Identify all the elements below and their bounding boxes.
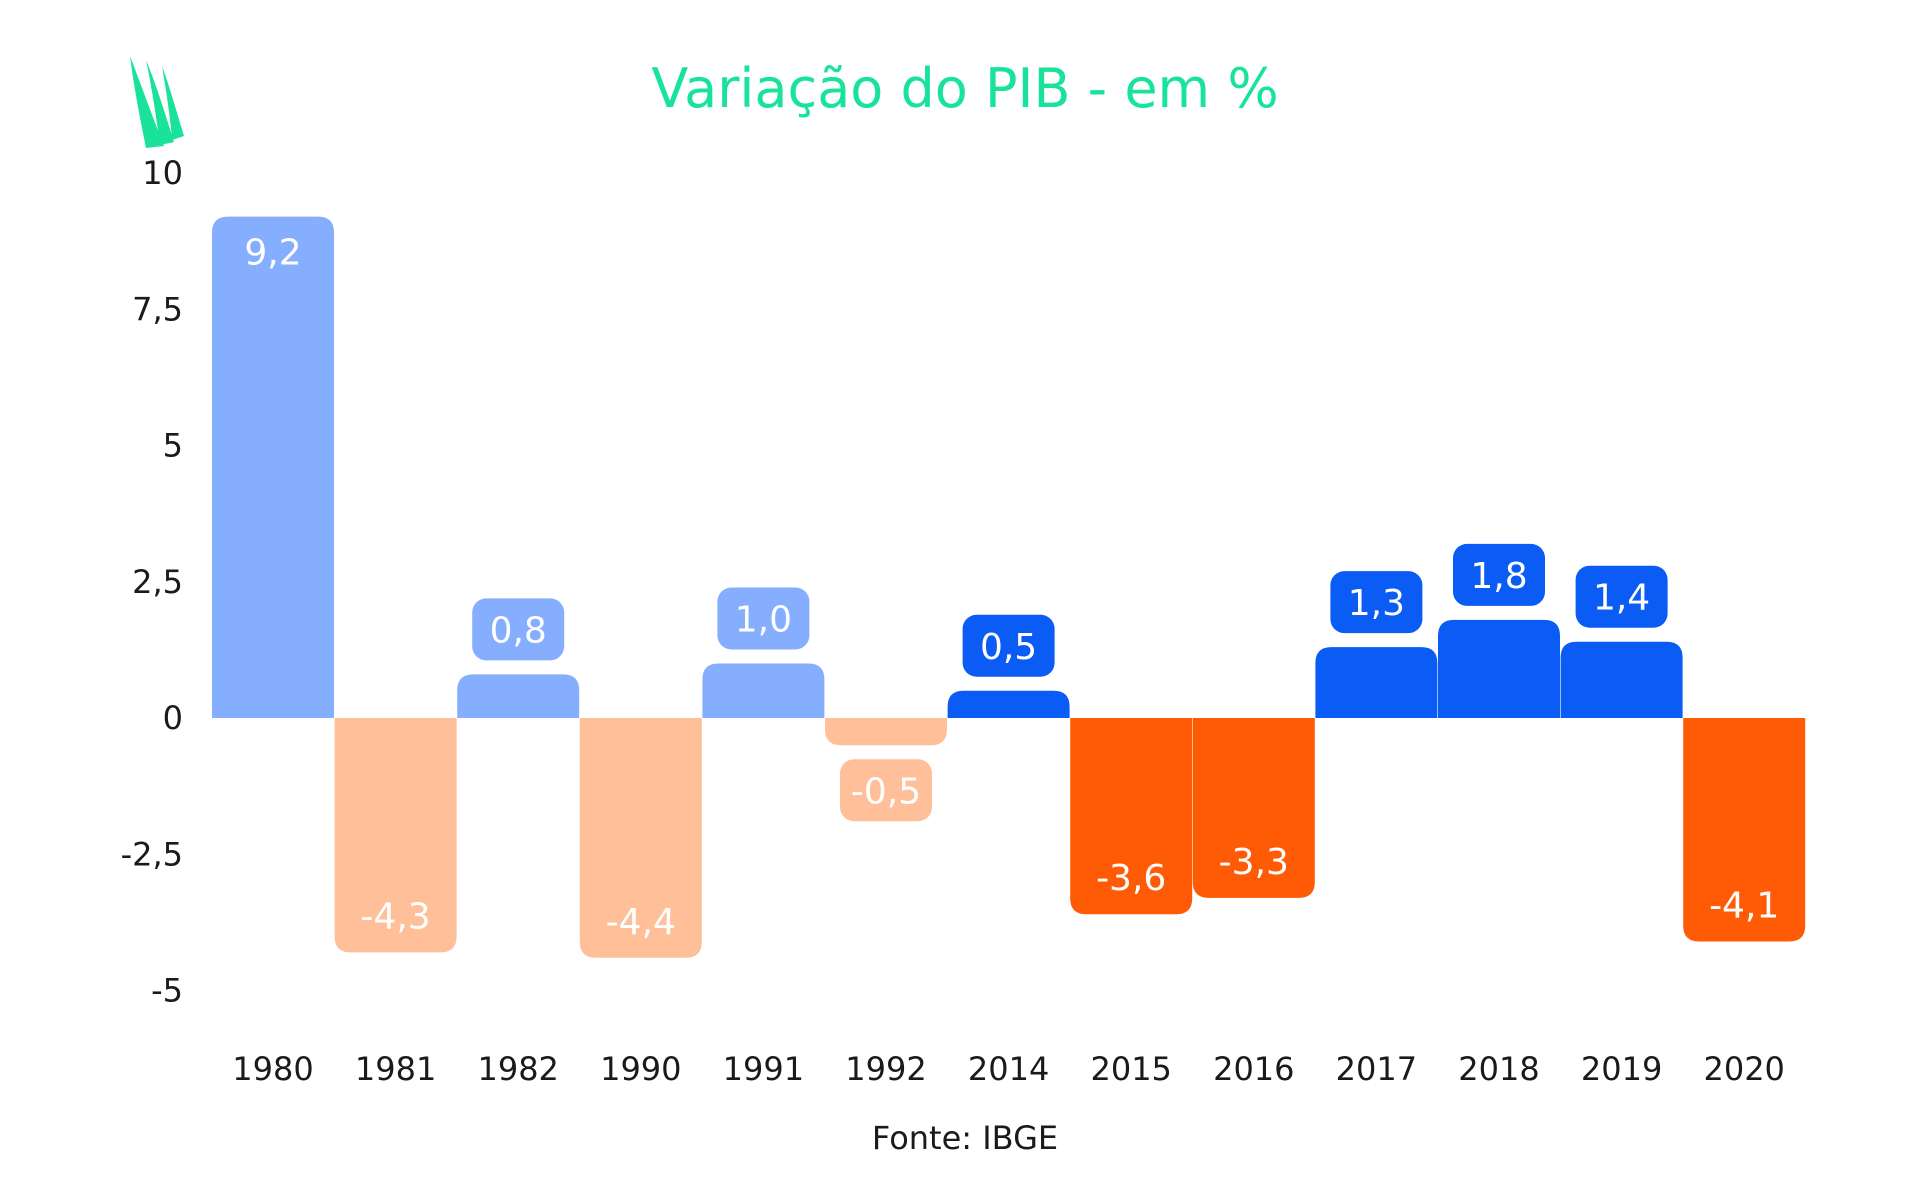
bar-2015 [1070,718,1193,915]
y-tick-label: 0 [163,699,183,737]
y-tick-label: -2,5 [121,835,183,873]
data-label-badge [962,614,1055,677]
y-axis: 10 7,5 5 2,5 0 -2,5 -5 [121,154,183,1010]
y-tick-label: 7,5 [132,290,183,328]
x-tick-label: 2015 [1090,1050,1171,1088]
x-tick-label: 1982 [477,1050,558,1088]
bars [212,216,1806,958]
data-label: -4,4 [606,902,676,943]
data-label-badge [840,759,932,822]
data-label: 1,8 [1470,556,1527,597]
bar-1992 [825,718,947,746]
bar-2016 [1192,718,1315,898]
bar-1980 [212,216,334,718]
data-label: 1,3 [1348,583,1405,624]
data-label: -3,6 [1096,858,1166,899]
data-label: -4,1 [1709,885,1779,926]
data-label-badge [1575,565,1668,628]
x-tick-label: 1991 [723,1050,804,1088]
bar-2014 [947,690,1070,718]
x-tick-label: 1992 [845,1050,926,1088]
x-tick-label: 2017 [1336,1050,1417,1088]
data-label: -4,3 [360,896,430,937]
data-label: -0,5 [851,771,921,812]
bar-2020 [1683,718,1806,942]
chart-title: Variação do PIB - em % [651,57,1278,120]
data-label: 1,0 [735,600,792,641]
data-labels: 9,2 -4,3 0,8 -4,4 1,0 -0,5 0,5 -3,6 -3,3 1,3 1,8 1,… [244,233,1779,943]
data-label: 0,8 [490,610,547,651]
x-axis: 1980 1981 1982 1990 1991 1992 2014 2015 2016 2017… [232,1050,1785,1088]
y-tick-label: -5 [151,972,183,1010]
bar-1982 [457,674,580,718]
x-tick-label: 2014 [968,1050,1049,1088]
x-tick-label: 1981 [355,1050,436,1088]
data-label-badge [472,598,565,661]
source-note: Fonte: IBGE [872,1119,1058,1157]
bar-1991 [702,663,825,718]
data-label-badge [1330,571,1423,634]
data-label-badge [1453,543,1545,606]
data-label: 1,4 [1593,578,1650,619]
x-tick-label: 2018 [1458,1050,1539,1088]
y-tick-label: 2,5 [132,563,183,601]
bar-2017 [1315,647,1438,718]
data-label-badge [717,587,810,650]
data-label: -3,3 [1219,842,1289,883]
data-label: 9,2 [244,233,301,274]
data-label: 0,5 [980,627,1037,668]
y-tick-label: 5 [163,427,183,465]
logo-icon [130,56,184,148]
x-tick-label: 2020 [1703,1050,1784,1088]
bar-1981 [334,718,457,953]
bar-2018 [1438,619,1560,718]
x-tick-label: 1980 [232,1050,313,1088]
bar-1990 [579,718,702,958]
y-tick-label: 10 [142,154,183,192]
x-tick-label: 2016 [1213,1050,1294,1088]
x-tick-label: 1990 [600,1050,681,1088]
x-tick-label: 2019 [1581,1050,1662,1088]
bar-2019 [1560,641,1683,718]
